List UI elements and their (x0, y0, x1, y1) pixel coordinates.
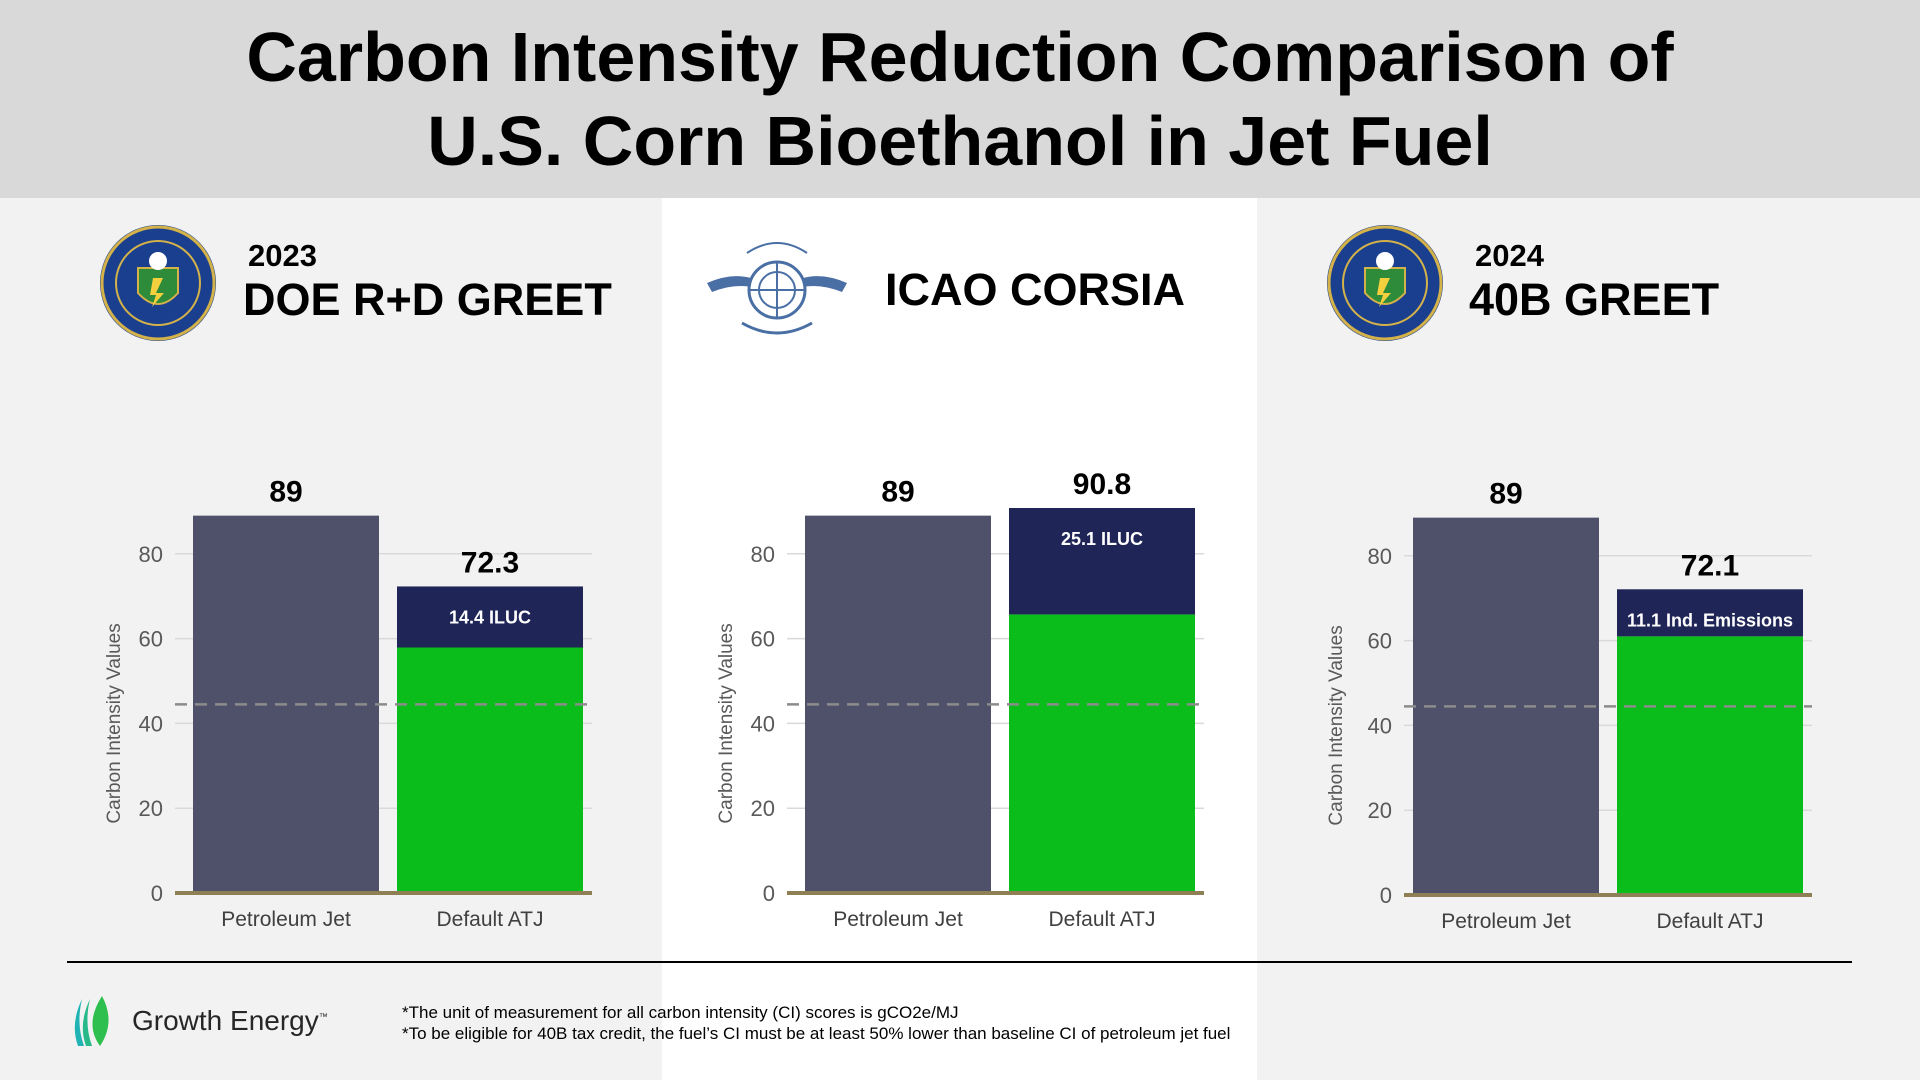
doe-seal-icon (1327, 225, 1443, 341)
panel-title: ICAO CORSIA (885, 264, 1186, 315)
page-title-line-1: Carbon Intensity Reduction Comparison of (246, 18, 1674, 96)
panel-year: 2023 (248, 238, 317, 273)
doe-seal-icon (100, 225, 216, 341)
growth-energy-leaf-icon (74, 996, 109, 1046)
footer-divider (67, 961, 1852, 963)
panel-year: 2024 (1475, 238, 1544, 273)
icao-emblem-icon (707, 242, 847, 335)
page-title-line-2: U.S. Corn Bioethanol in Jet Fuel (427, 102, 1493, 180)
panel-title: 40B GREET (1469, 274, 1720, 325)
title-banner: Carbon Intensity Reduction Comparison of… (0, 0, 1920, 198)
growth-energy-brand: Growth Energy™ (70, 994, 328, 1048)
panel-40b-greet: 2024 40B GREET (1257, 198, 1920, 1080)
footnote-eligibility: *To be eligible for 40B tax credit, the … (402, 1024, 1231, 1043)
panel-title: DOE R+D GREET (243, 274, 612, 325)
footnote-unit: *The unit of measurement for all carbon … (402, 1003, 959, 1022)
panel-icao-corsia: ICAO CORSIA (662, 198, 1257, 1080)
panel-doe-rd-greet: 2023 DOE R+D GREET (0, 198, 662, 1080)
brand-name: Growth Energy™ (132, 1005, 328, 1036)
footnotes: *The unit of measurement for all carbon … (402, 1002, 1230, 1044)
